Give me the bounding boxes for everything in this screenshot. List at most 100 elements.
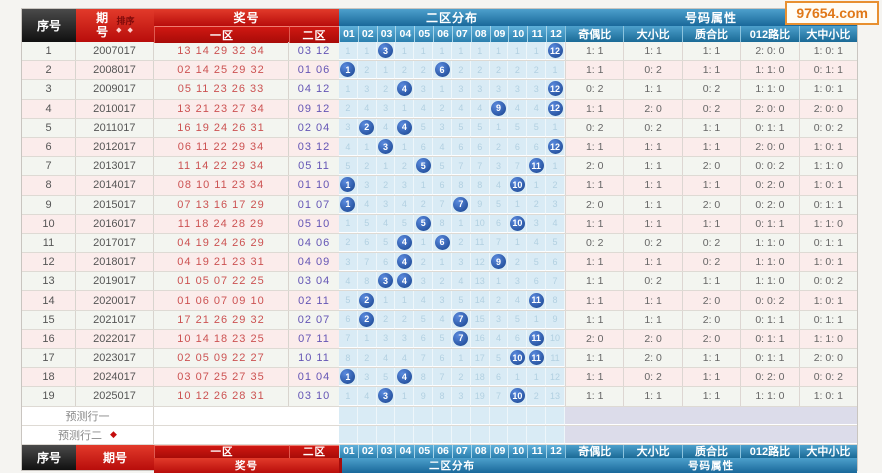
attr-value: 1: 1: 0 [740, 253, 798, 272]
table-row: 10 2016017 11 18 24 28 29 05 10 1 5 4 5 5 8 1 10 6 10… [22, 214, 857, 234]
period-cell[interactable]: 2008017 [76, 61, 154, 80]
miss-count: 3 [496, 314, 502, 325]
attr-cells: 2: 0 2: 0 2: 0 0: 1: 1 1: 1: 0 [565, 329, 857, 348]
grid-cell: 4 [546, 214, 565, 233]
attr-cells: 1: 1 1: 1 0: 2 1: 1: 0 1: 0: 1 [565, 253, 857, 272]
period-cell[interactable]: 2012017 [76, 137, 154, 157]
sort-diamond-icons[interactable]: ◆ ◆ [116, 27, 135, 34]
ball-number: 3 [378, 139, 394, 155]
watermark: 97654.com [785, 1, 879, 25]
grid-cell: 1 [357, 42, 377, 61]
period-cell[interactable]: 2025017 [76, 387, 154, 406]
sort-label[interactable]: 排序 [116, 16, 135, 26]
period-cell[interactable]: 2024017 [76, 368, 154, 387]
grid-cell: 1 [433, 80, 452, 99]
attr-value: 1: 1 [623, 176, 681, 195]
grid-cell: 1 [451, 349, 471, 368]
attr-value: 1: 1: 0 [740, 80, 798, 99]
miss-count: 1 [364, 45, 370, 56]
ball-number: 12 [547, 139, 563, 155]
period-cell[interactable]: 2019017 [76, 272, 154, 291]
prediction-grid-cell [395, 406, 415, 425]
seq-cell: 16 [22, 329, 76, 348]
prediction-grid-cell [357, 425, 377, 444]
miss-count: 1 [345, 218, 351, 229]
miss-count: 4 [364, 199, 370, 210]
prediction-row-1-label[interactable]: 预测行一 [22, 406, 154, 425]
miss-count: 3 [514, 275, 520, 286]
attr-value: 0: 0: 2 [740, 291, 798, 310]
period-cell[interactable]: 2016017 [76, 214, 154, 233]
attr-value: 1: 1 [565, 368, 623, 387]
grid-cell: 1 [527, 176, 547, 195]
period-cell[interactable]: 2014017 [76, 176, 154, 195]
sort-control[interactable]: 排序 ◆ ◆ [116, 16, 135, 35]
zone2-numbers: 05 11 [298, 160, 330, 173]
period-cell[interactable]: 2017017 [76, 233, 154, 253]
grid-cell: 5 [470, 118, 490, 137]
period-cell[interactable]: 2023017 [76, 349, 154, 368]
attr-value: 0: 1: 1 [740, 349, 798, 368]
attr-cells: 1: 1 2: 0 1: 1 0: 1: 1 2: 0: 0 [565, 349, 857, 368]
grid-cell: 1 [339, 176, 358, 195]
attr-value: 1: 1: 0 [740, 272, 798, 291]
period-cell[interactable]: 2020017 [76, 291, 154, 310]
attr-cells: 0: 2 0: 2 0: 2 1: 1: 0 0: 1: 1 [565, 233, 857, 253]
miss-count: 18 [474, 371, 485, 382]
seq-cell: 7 [22, 157, 76, 176]
period-cell[interactable]: 2022017 [76, 329, 154, 348]
grid-cell: 1 [489, 118, 509, 137]
ball-number: 11 [528, 158, 544, 174]
ball-number: 10 [509, 350, 525, 366]
period-cell[interactable]: 2013017 [76, 157, 154, 176]
grid-cell: 7 [433, 368, 452, 387]
miss-count: 1 [401, 141, 407, 152]
period-cell[interactable]: 2010017 [76, 99, 154, 118]
miss-count: 7 [364, 256, 370, 267]
grid-cell: 3 [339, 118, 358, 137]
grid-cell: 10 [508, 349, 528, 368]
footer-attr-column-headers: 奇偶比 大小比 质合比 012路比 大中小比 [565, 444, 858, 458]
miss-count: 3 [533, 83, 539, 94]
miss-count: 3 [439, 122, 445, 133]
attr-value: 0: 1: 1 [740, 310, 798, 329]
ball-number: 1 [340, 369, 356, 385]
zone2-numbers: 03 12 [297, 141, 331, 154]
grid-cell: 3 [489, 157, 509, 176]
prediction-grid-cell [376, 406, 396, 425]
miss-count: 4 [514, 103, 520, 114]
miss-count: 10 [550, 333, 561, 344]
header-seq: 序号 [22, 9, 76, 42]
miss-count: 9 [420, 390, 426, 401]
attr-value: 0: 2 [623, 368, 681, 387]
miss-count: 5 [401, 218, 407, 229]
period-cell[interactable]: 2015017 [76, 195, 154, 214]
attr-value: 1: 1 [681, 137, 740, 157]
grid-cell: 3 [376, 329, 396, 348]
ball-number: 3 [378, 388, 394, 404]
period-cell[interactable]: 2011017 [76, 118, 154, 137]
prediction-row-2-label[interactable]: 预测行二 ◆ [22, 425, 154, 444]
miss-count: 4 [401, 352, 407, 363]
period-cell[interactable]: 2018017 [76, 253, 154, 272]
prediction-grid-cell [451, 425, 471, 444]
period-cell[interactable]: 2009017 [76, 80, 154, 99]
grid-cell: 6 [527, 272, 547, 291]
miss-count: 3 [383, 199, 389, 210]
prediction-grid-cell [376, 425, 396, 444]
grid-cell: 3 [376, 272, 396, 291]
period-cell[interactable]: 2007017 [76, 42, 154, 61]
grid-cell: 6 [433, 349, 452, 368]
grid-col-header-04: 04 [395, 26, 415, 42]
miss-count: 2 [420, 256, 426, 267]
grid-cell: 7 [414, 349, 434, 368]
miss-count: 4 [383, 352, 389, 363]
expand-diamond-icon[interactable]: ◆ [110, 429, 117, 440]
miss-count: 5 [345, 160, 351, 171]
grid-cell: 6 [489, 368, 509, 387]
period-cell[interactable]: 2021017 [76, 310, 154, 329]
attr-value: 1: 1 [681, 61, 740, 80]
grid-cell: 5 [508, 118, 528, 137]
grid-cell: 5 [376, 233, 396, 253]
attr-value: 1: 0: 1 [798, 42, 857, 61]
